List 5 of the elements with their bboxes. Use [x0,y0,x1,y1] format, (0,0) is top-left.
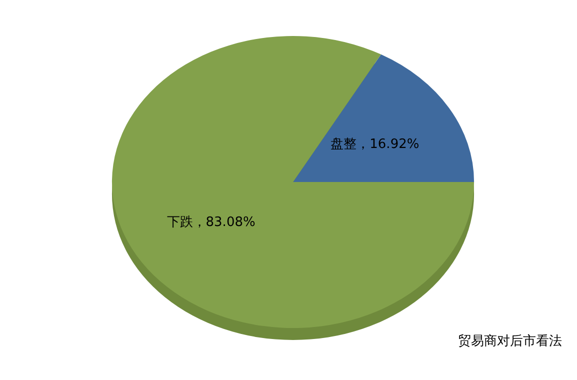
data-label: ，83.08% [192,214,256,230]
slice-label: 盘整 [330,137,357,152]
data-label: ，16.92% [356,137,420,152]
text: 贸易商对后市看法 [458,334,562,349]
slice-label: 下跌 [166,214,193,230]
